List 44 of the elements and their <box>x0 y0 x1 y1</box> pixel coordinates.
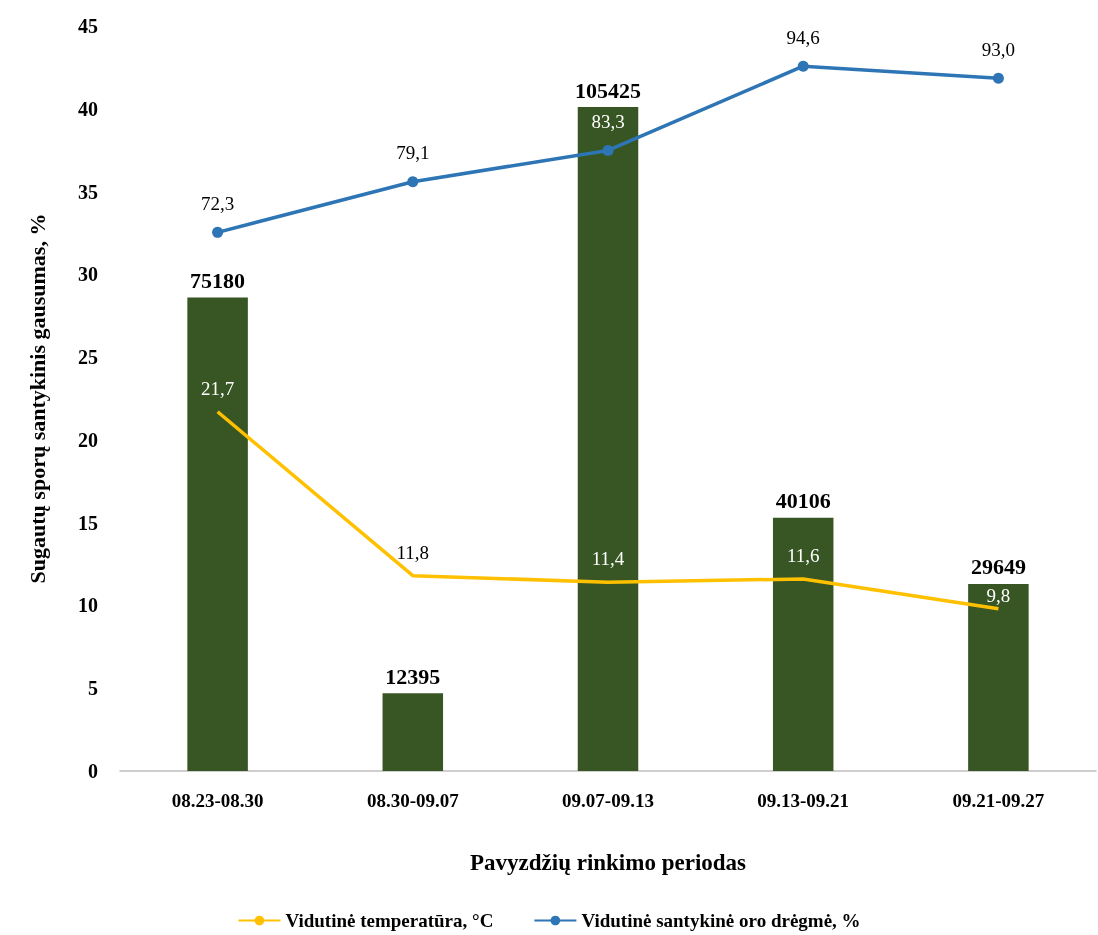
data-label: 83,3 <box>591 110 625 132</box>
y-axis-title: Sugautų sporų santykinis gausumas, % <box>24 213 50 584</box>
y-tick-label: 45 <box>78 15 98 37</box>
point <box>992 72 1004 84</box>
bar <box>968 583 1029 771</box>
y-tick-label: 15 <box>78 511 98 534</box>
bar <box>382 693 444 771</box>
annotation: 29649 <box>970 554 1026 580</box>
y-tick-label: 25 <box>78 346 98 369</box>
x-axis-title: Pavyzdžių rinkimo periodas <box>469 850 747 875</box>
bar <box>577 107 639 771</box>
data-label: 79,1 <box>396 142 430 164</box>
bar <box>772 517 834 771</box>
y-tick-label: 35 <box>78 180 98 203</box>
point <box>797 60 809 72</box>
data-label: 11,6 <box>786 544 820 566</box>
data-label: 21,7 <box>200 377 235 399</box>
data-label: 9,8 <box>986 584 1011 606</box>
x-tick-label: 09.07-09.13 <box>562 790 654 811</box>
data-label: 93,0 <box>981 38 1016 60</box>
point <box>212 226 224 238</box>
y-tick-label: 40 <box>78 97 98 120</box>
bar <box>187 297 248 771</box>
point <box>602 144 614 156</box>
y-tick-label: 10 <box>78 594 98 617</box>
y-tick-label: 20 <box>78 428 98 451</box>
legend-label: Vidutinė temperatūra, °C <box>285 910 494 931</box>
legend-label: Vidutinė santykinė oro drėgmė, % <box>581 910 861 931</box>
y-tick-label: 30 <box>78 263 98 286</box>
data-label: 11,4 <box>591 548 625 570</box>
x-tick-label: 09.13-09.21 <box>757 790 850 811</box>
point <box>407 176 419 188</box>
y-tick-label: 5 <box>88 677 98 700</box>
annotation: 105425 <box>575 77 641 103</box>
x-tick-label: 09.21-09.27 <box>952 790 1045 811</box>
y-tick-label: 0 <box>88 760 98 782</box>
x-tick-label: 08.23-08.30 <box>171 790 264 811</box>
annotation: 75180 <box>190 268 246 294</box>
data-label: 11,8 <box>396 541 430 563</box>
data-label: 94,6 <box>786 26 820 48</box>
annotation: 12395 <box>385 663 441 689</box>
x-tick-label: 08.30-09.07 <box>366 790 460 811</box>
annotation: 40106 <box>775 488 831 514</box>
data-label: 72,3 <box>200 192 235 214</box>
